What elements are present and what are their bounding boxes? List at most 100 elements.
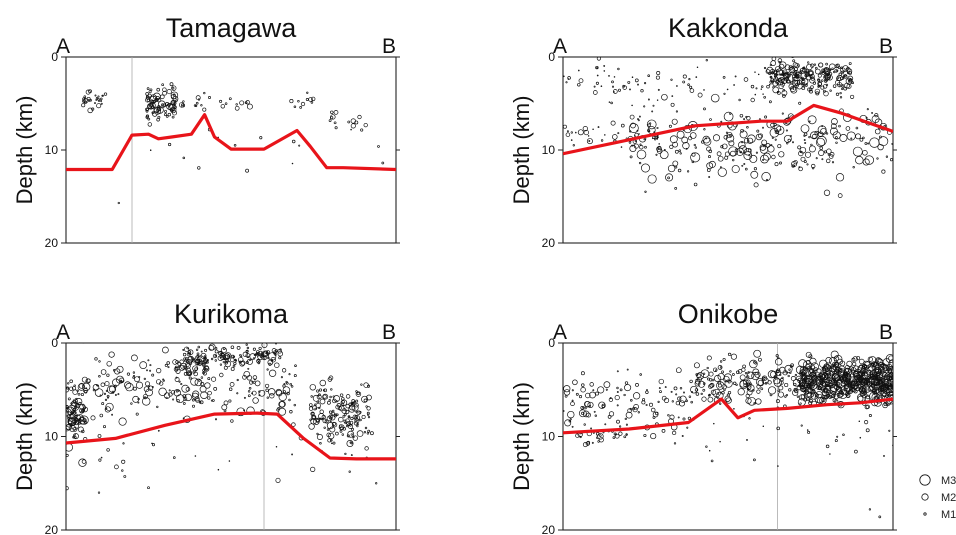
earthquake-point	[745, 167, 748, 171]
earthquake-point	[162, 378, 165, 381]
earthquake-point	[66, 411, 70, 414]
earthquake-point	[568, 419, 572, 423]
earthquake-point	[825, 132, 829, 135]
earthquake-point	[778, 151, 785, 158]
earthquake-point	[702, 135, 711, 144]
earthquake-point	[234, 105, 240, 111]
earthquake-point	[233, 144, 237, 147]
earthquake-point	[580, 371, 585, 376]
earthquake-point	[853, 389, 858, 394]
earthquake-point	[682, 74, 687, 79]
earthquake-point	[249, 353, 256, 360]
earthquake-point	[865, 428, 870, 433]
earthquake-point	[624, 381, 629, 385]
y-tick-label: 10	[45, 143, 59, 157]
earthquake-point	[716, 151, 722, 157]
earthquake-point	[203, 366, 210, 372]
earthquake-point	[717, 383, 722, 388]
earthquake-point	[839, 96, 843, 99]
earthquake-point	[111, 413, 114, 416]
earthquake-point	[572, 144, 575, 147]
earthquake-point	[342, 414, 346, 418]
earthquake-point	[363, 431, 367, 434]
y-tick-label: 0	[548, 50, 555, 64]
earthquake-point	[182, 402, 186, 405]
earthquake-point	[691, 160, 695, 164]
earthquake-point	[772, 86, 775, 89]
earthquake-point	[328, 399, 331, 402]
earthquake-point	[645, 390, 649, 395]
earthquake-point	[333, 110, 339, 115]
earthquake-point	[180, 362, 187, 370]
earthquake-point	[740, 128, 744, 133]
earthquake-point	[871, 115, 880, 124]
earthquake-point	[792, 88, 795, 90]
earthquake-point	[880, 363, 885, 368]
earthquake-point	[667, 164, 676, 173]
earthquake-point	[835, 136, 838, 139]
earthquake-point	[360, 383, 363, 386]
earthquake-point	[81, 403, 85, 407]
earthquake-point	[361, 414, 366, 420]
earthquake-point	[679, 152, 682, 155]
earthquake-point	[823, 189, 831, 196]
earthquake-point	[754, 71, 756, 73]
earthquake-point	[774, 130, 779, 134]
earthquake-point	[814, 68, 821, 75]
earthquake-point	[874, 113, 879, 118]
earthquake-point	[186, 352, 191, 357]
earthquake-point	[768, 71, 772, 75]
earthquake-point	[121, 469, 124, 472]
earthquake-point	[596, 436, 599, 439]
earthquake-point	[67, 382, 70, 385]
earthquake-point	[343, 419, 347, 423]
earthquake-point	[796, 83, 803, 90]
earthquake-point	[151, 111, 155, 115]
earthquake-point	[351, 404, 359, 412]
earthquake-point	[686, 426, 689, 429]
earthquake-point	[776, 426, 780, 431]
earthquake-point	[603, 70, 606, 72]
earthquake-point	[823, 363, 831, 371]
earthquake-point	[204, 368, 208, 371]
earthquake-point	[185, 362, 190, 367]
earthquake-point	[121, 459, 126, 464]
panel-kurikoma: 0 10 20 Depth (km) Kurikoma A B	[12, 299, 400, 535]
earthquake-point	[236, 392, 239, 395]
earthquake-point	[194, 455, 197, 457]
earthquake-point	[224, 352, 232, 359]
earthquake-point	[356, 410, 361, 415]
earthquake-point	[319, 398, 326, 405]
earthquake-point	[218, 351, 222, 356]
earthquake-point	[792, 59, 796, 63]
earthquake-point	[862, 150, 868, 156]
earthquake-point	[630, 122, 636, 129]
earthquake-point	[213, 387, 218, 391]
earthquake-point	[322, 394, 327, 399]
earthquake-point	[350, 433, 353, 436]
y-tick-label: 10	[45, 430, 59, 444]
earthquake-point	[659, 390, 662, 394]
earthquake-point	[781, 112, 784, 115]
earthquake-point	[166, 361, 170, 365]
earthquake-point	[825, 379, 833, 387]
earthquake-point	[311, 96, 316, 102]
earthquake-point	[749, 359, 758, 369]
earthquake-point	[149, 103, 154, 108]
earthquake-point	[584, 407, 587, 410]
earthquake-point	[132, 395, 140, 403]
earthquake-point	[620, 123, 625, 128]
earthquake-point	[637, 83, 639, 86]
earthquake-point	[858, 420, 861, 422]
earthquake-point	[877, 379, 882, 385]
earthquake-point	[255, 352, 259, 356]
earthquake-point	[252, 357, 256, 360]
earthquake-point	[167, 112, 171, 117]
earthquake-point	[629, 407, 632, 411]
earthquake-point	[681, 435, 684, 437]
earthquake-point	[633, 403, 639, 410]
earthquake-point	[679, 395, 687, 403]
earthquake-point	[719, 366, 723, 369]
earthquake-point	[152, 111, 158, 117]
earthquake-point	[758, 133, 764, 139]
